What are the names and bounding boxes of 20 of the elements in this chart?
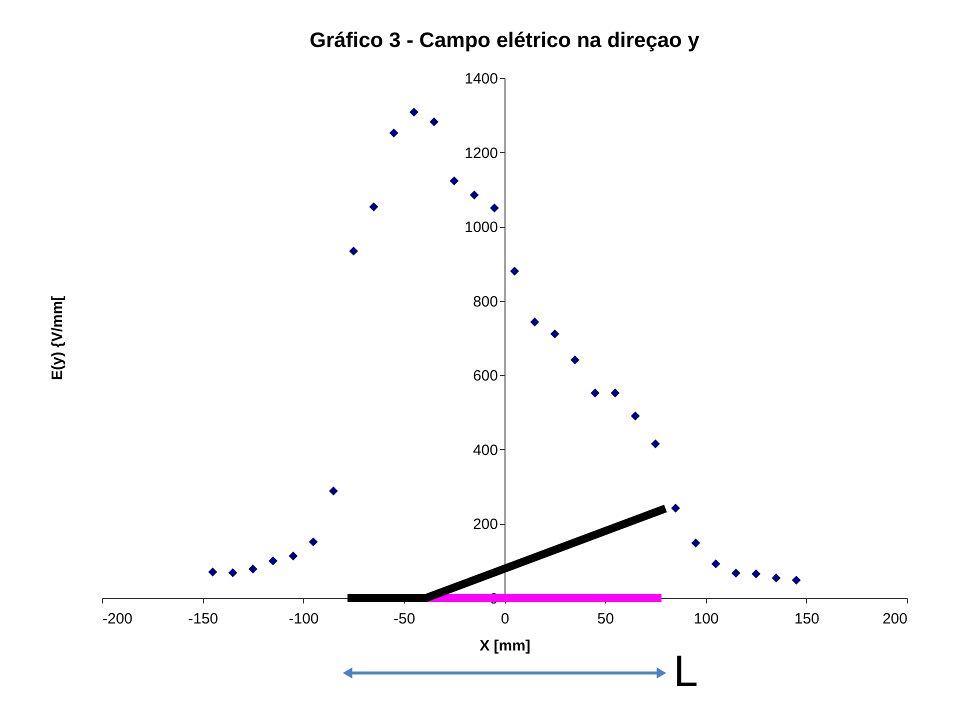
text: L <box>673 647 698 696</box>
x-tick-label: 50 <box>597 610 614 628</box>
x-tick-label: 100 <box>694 610 719 628</box>
x-tick-label: 200 <box>882 610 908 628</box>
y-axis-title: E(y) {V/mm[ <box>49 296 66 380</box>
y-tick-label: 400 <box>472 442 498 459</box>
y-tick-label: 1400 <box>464 70 498 88</box>
x-tick-label: -50 <box>394 610 416 628</box>
x-tick-label: -150 <box>188 610 218 628</box>
x-tick-label: -100 <box>288 610 319 628</box>
chart-title: Gráfico 3 - Campo elétrico na direçao y <box>310 29 700 52</box>
y-tick-label: 200 <box>472 516 498 534</box>
x-axis-title: X [mm] <box>480 638 530 654</box>
x-tick-label: -200 <box>102 610 133 628</box>
y-tick-label: 600 <box>472 368 498 385</box>
y-tick-label: 800 <box>472 293 498 310</box>
x-tick-label: 0 <box>500 610 510 628</box>
y-tick-label: 1000 <box>464 219 498 236</box>
y-tick-label: 1200 <box>464 144 498 162</box>
x-tick-label: 150 <box>794 610 820 628</box>
